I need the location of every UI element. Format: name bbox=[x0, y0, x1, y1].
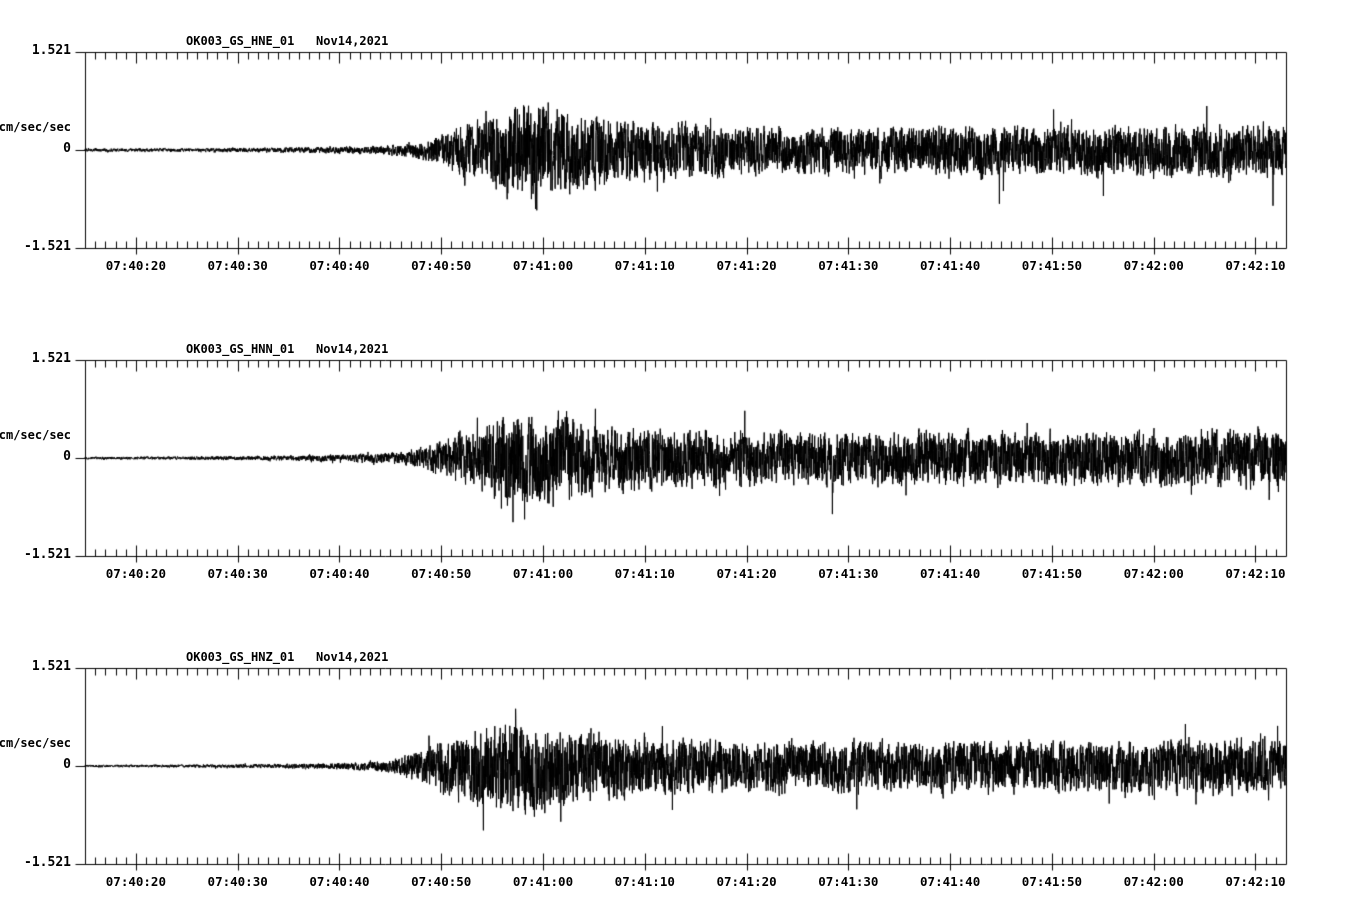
y-tick-max-hnz: 1.521 bbox=[31, 659, 71, 674]
x-tick-label: 07:40:20 bbox=[105, 566, 166, 581]
x-tick-label: 07:42:00 bbox=[1123, 566, 1184, 581]
x-tick-label: 07:40:50 bbox=[411, 874, 472, 889]
x-tick-label: 07:40:50 bbox=[411, 258, 472, 273]
x-tick-label: 07:41:50 bbox=[1021, 874, 1083, 889]
x-tick-label: 07:41:50 bbox=[1021, 258, 1083, 273]
x-tick-label: 07:42:00 bbox=[1123, 258, 1184, 273]
x-tick-label: 07:40:20 bbox=[105, 258, 166, 273]
x-tick-label: 07:41:40 bbox=[920, 566, 981, 581]
x-tick-label: 07:40:50 bbox=[411, 566, 472, 581]
x-tick-label: 07:41:40 bbox=[920, 258, 981, 273]
y-axis-unit-label-hnn: cm/sec/sec bbox=[0, 428, 71, 442]
x-tick-label: 07:41:10 bbox=[614, 566, 675, 581]
panel-hnz: OK003_GS_HNZ_01 Nov14,2021 1.521 cm/sec/… bbox=[0, 616, 1358, 924]
panel-hne: OK003_GS_HNE_01 Nov14,2021 1.521 cm/sec/… bbox=[0, 0, 1358, 308]
x-tick-label: 07:40:30 bbox=[207, 566, 268, 581]
x-tick-label: 07:41:20 bbox=[716, 874, 777, 889]
x-tick-label: 07:41:10 bbox=[614, 874, 675, 889]
panel-hnn: OK003_GS_HNN_01 Nov14,2021 1.521 cm/sec/… bbox=[0, 308, 1358, 616]
y-tick-zero-hnn: 0 bbox=[63, 449, 71, 464]
waveform-canvas-hnz bbox=[0, 616, 1358, 924]
x-tick-label: 07:41:30 bbox=[818, 874, 879, 889]
y-tick-max-hne: 1.521 bbox=[31, 43, 71, 58]
y-tick-min-hnz: -1.521 bbox=[24, 855, 71, 870]
y-tick-min-hne: -1.521 bbox=[24, 239, 71, 254]
waveform-canvas-hnn bbox=[0, 308, 1358, 616]
y-tick-max-hnn: 1.521 bbox=[31, 351, 71, 366]
y-tick-min-hnn: -1.521 bbox=[24, 547, 71, 562]
x-tick-label: 07:41:30 bbox=[818, 258, 879, 273]
x-tick-label: 07:40:40 bbox=[309, 566, 370, 581]
x-tick-label: 07:42:10 bbox=[1225, 874, 1286, 889]
x-tick-label: 07:41:40 bbox=[920, 874, 981, 889]
x-tick-label: 07:41:20 bbox=[716, 258, 777, 273]
x-tick-label: 07:40:40 bbox=[309, 258, 370, 273]
x-tick-label: 07:42:10 bbox=[1225, 258, 1286, 273]
y-axis-unit-label-hne: cm/sec/sec bbox=[0, 120, 71, 134]
x-tick-label: 07:42:10 bbox=[1225, 566, 1286, 581]
y-tick-zero-hnz: 0 bbox=[63, 757, 71, 772]
y-axis-unit-label-hnz: cm/sec/sec bbox=[0, 736, 71, 750]
x-tick-label: 07:41:00 bbox=[512, 566, 574, 581]
x-tick-label: 07:42:00 bbox=[1123, 874, 1184, 889]
x-tick-label: 07:41:30 bbox=[818, 566, 879, 581]
x-tick-label: 07:41:10 bbox=[614, 258, 675, 273]
y-tick-zero-hne: 0 bbox=[63, 141, 71, 156]
x-tick-label: 07:41:20 bbox=[716, 566, 777, 581]
x-tick-label: 07:41:00 bbox=[512, 874, 574, 889]
x-tick-label: 07:40:40 bbox=[309, 874, 370, 889]
x-tick-label: 07:40:20 bbox=[105, 874, 166, 889]
x-tick-label: 07:41:00 bbox=[512, 258, 574, 273]
x-tick-label: 07:40:30 bbox=[207, 874, 268, 889]
x-tick-label: 07:41:50 bbox=[1021, 566, 1083, 581]
x-tick-label: 07:40:30 bbox=[207, 258, 268, 273]
waveform-canvas-hne bbox=[0, 0, 1358, 308]
